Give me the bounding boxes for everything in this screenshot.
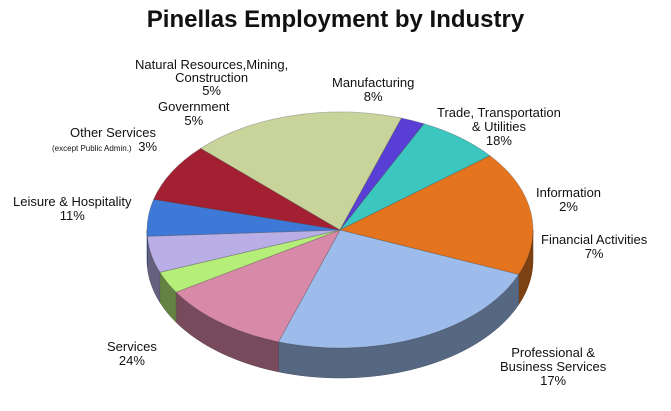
label-government: Government 5% [158,100,230,128]
label-manufacturing: Manufacturing 8% [332,76,414,104]
label-professional-value: 17% [540,373,567,388]
label-manufacturing-value: 8% [363,89,383,104]
label-other-value: 3% [138,139,158,154]
label-financial: Financial Activities 7% [541,233,647,261]
pie-slice-leisure-hospitality [175,229,341,343]
label-other-name: Other Services [70,125,156,140]
label-information-name: Information [536,185,602,200]
label-leisure: Leisure & Hospitality 11% [13,195,132,223]
label-natural-resources: Natural Resources,Mining, Construction 5… [135,58,288,97]
label-trade-line2: & Utilities [471,119,526,134]
label-trade-line1: Trade, Transportation [437,105,561,120]
label-services-value: 24% [118,353,145,368]
label-trade: Trade, Transportation & Utilities 18% [437,106,561,148]
label-trade-value: 18% [485,133,512,148]
label-natural-line2: Construction [175,70,249,85]
pie-slice-trade-transportation-utilities [199,111,403,231]
label-professional-line1: Professional & [511,345,596,360]
label-information-value: 2% [559,199,578,214]
label-leisure-value: 11% [59,208,85,223]
label-other-note: (except Public Admin.) [52,144,132,153]
pie-slice-services [277,229,520,349]
label-financial-name: Financial Activities [541,232,648,247]
pie-slices [146,111,534,349]
label-other-services: Other Services (except Public Admin.) 3% [52,126,157,154]
label-leisure-name: Leisure & Hospitality [13,194,132,209]
pie-slice-financial-activities [339,123,491,231]
label-services: Services 24% [107,340,157,368]
pie-slice-other-services [159,229,341,293]
label-services-name: Services [107,339,157,354]
label-government-value: 5% [184,113,204,128]
label-other-row: (except Public Admin.) 3% [52,140,157,154]
label-professional-line2: Business Services [500,359,607,374]
pie-slice-manufacturing [152,147,341,231]
label-financial-value: 7% [584,246,604,261]
label-natural-line1: Natural Resources,Mining, [135,57,289,72]
label-government-name: Government [158,99,230,114]
pie-slice-government [146,229,341,273]
label-professional: Professional & Business Services 17% [500,346,606,388]
chart-title: Pinellas Employment by Industry [146,6,525,33]
label-manufacturing-name: Manufacturing [332,75,415,90]
pie-slice-natural-resources-mining-construction [146,199,341,237]
pie-slice-information [339,117,425,231]
label-information: Information 2% [536,186,601,214]
pie-slice-professional-business-services [338,155,534,276]
label-natural-value: 5% [202,83,221,98]
